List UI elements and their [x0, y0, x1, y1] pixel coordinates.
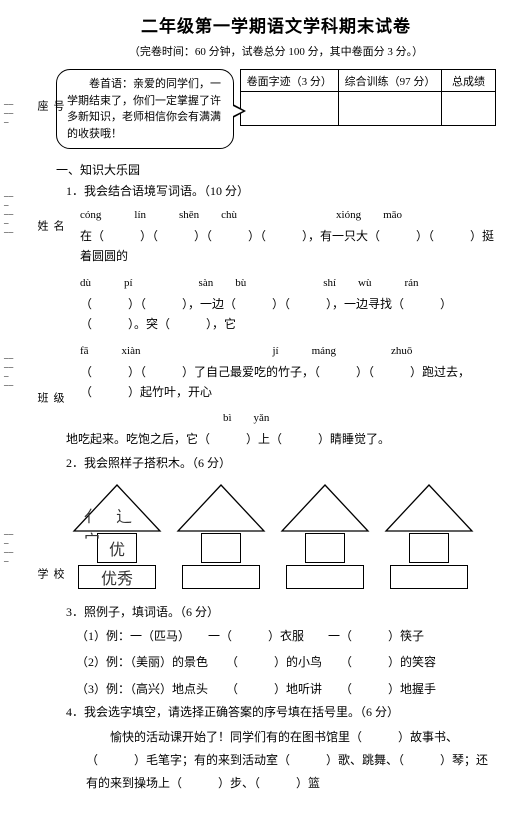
- example-radicals: 亻 辶 宀: [84, 503, 162, 551]
- pinyin-row: dù pí sàn bù shí wù rán: [80, 274, 496, 290]
- blocks-diagram: 亻 辶 宀 优 优秀: [72, 483, 496, 589]
- margin-label-school: 校学: [34, 568, 66, 579]
- score-table: 卷面字迹（3 分） 综合训练（97 分） 总成绩: [240, 69, 496, 126]
- score-header: 综合训练（97 分）: [338, 70, 441, 92]
- triangle-icon: [176, 483, 266, 533]
- blank-square[interactable]: [201, 533, 241, 563]
- margin-marks: – –– ––– –: [4, 354, 12, 390]
- score-cell[interactable]: [240, 92, 338, 126]
- score-cell[interactable]: [441, 92, 495, 126]
- block-example: 亻 辶 宀 优 优秀: [72, 483, 162, 589]
- margin-marks: – ––– ––– –: [4, 192, 12, 237]
- question-4: 4．我会选字填空，请选择正确答案的序号填在括号里。（6 分）: [66, 703, 496, 720]
- question-1: 1．我会结合语境写词语。（10 分）: [66, 182, 496, 199]
- pinyin-row: cóng lín shēn chù xióng māo: [80, 206, 496, 222]
- margin-marks: – –– ––: [4, 100, 12, 127]
- example-item[interactable]: （1）例：一（匹马） 一（ ）衣服 一（ ）筷子: [76, 626, 496, 646]
- page-title: 二年级第一学期语文学科期末试卷: [56, 12, 496, 37]
- intro-bubble: 卷首语：亲爱的同学们，一学期结束了，你们一定掌握了许多新知识，老师相信你会有满满…: [56, 69, 234, 149]
- section-heading: 一、知识大乐园: [56, 161, 496, 178]
- fill-line[interactable]: （ ）（ ），一边（ ）（ ），一边寻找（ ）（ ）。突（ ），它: [80, 294, 496, 335]
- example-item[interactable]: （3）例：（高兴）地点头 （ ）地听讲 （ ）地握手: [76, 679, 496, 699]
- blank-square[interactable]: [409, 533, 449, 563]
- fill-line[interactable]: （ ）（ ）了自己最爱吃的竹子，（ ）（ ）跑过去，（ ）起竹叶，开心: [80, 362, 496, 403]
- block-blank[interactable]: [384, 483, 474, 589]
- blank-rect[interactable]: [390, 565, 468, 589]
- margin-label-class: 级班: [34, 392, 66, 403]
- paragraph-fill[interactable]: 愉快的活动课开始了！同学们有的在图书馆里（ ）故事书、（ ）毛笔字；有的来到活动…: [86, 726, 496, 794]
- question-2: 2．我会照样子搭积木。（6 分）: [66, 454, 496, 471]
- score-header: 卷面字迹（3 分）: [240, 70, 338, 92]
- fill-line[interactable]: 在（ ）（ ）（ ）（ ），有一只大（ ）（ ）挺着圆圆的: [80, 226, 496, 267]
- blank-rect[interactable]: [182, 565, 260, 589]
- blank-rect[interactable]: [286, 565, 364, 589]
- question-3: 3．照例子，填词语。（6 分）: [66, 603, 496, 620]
- triangle-icon: [384, 483, 474, 533]
- pinyin-row: fā xiàn jí máng zhuō: [80, 342, 496, 358]
- page-subtitle: （完卷时间：60 分钟，试卷总分 100 分，其中卷面分 3 分。）: [56, 43, 496, 59]
- fill-line[interactable]: 地吃起来。吃饱之后，它（ ）上（ ）睛睡觉了。: [66, 429, 496, 449]
- blank-square[interactable]: [305, 533, 345, 563]
- block-blank[interactable]: [280, 483, 370, 589]
- score-header: 总成绩: [441, 70, 495, 92]
- triangle-icon: [280, 483, 370, 533]
- pinyin-row: bì yǎn: [80, 409, 496, 425]
- example-item[interactable]: （2）例：（美丽）的景色 （ ）的小鸟 （ ）的笑容: [76, 652, 496, 672]
- example-word: 优秀: [78, 565, 156, 589]
- score-cell[interactable]: [338, 92, 441, 126]
- margin-label-name: 名姓: [34, 220, 66, 231]
- margin-marks: – ––– ––: [4, 530, 12, 566]
- block-blank[interactable]: [176, 483, 266, 589]
